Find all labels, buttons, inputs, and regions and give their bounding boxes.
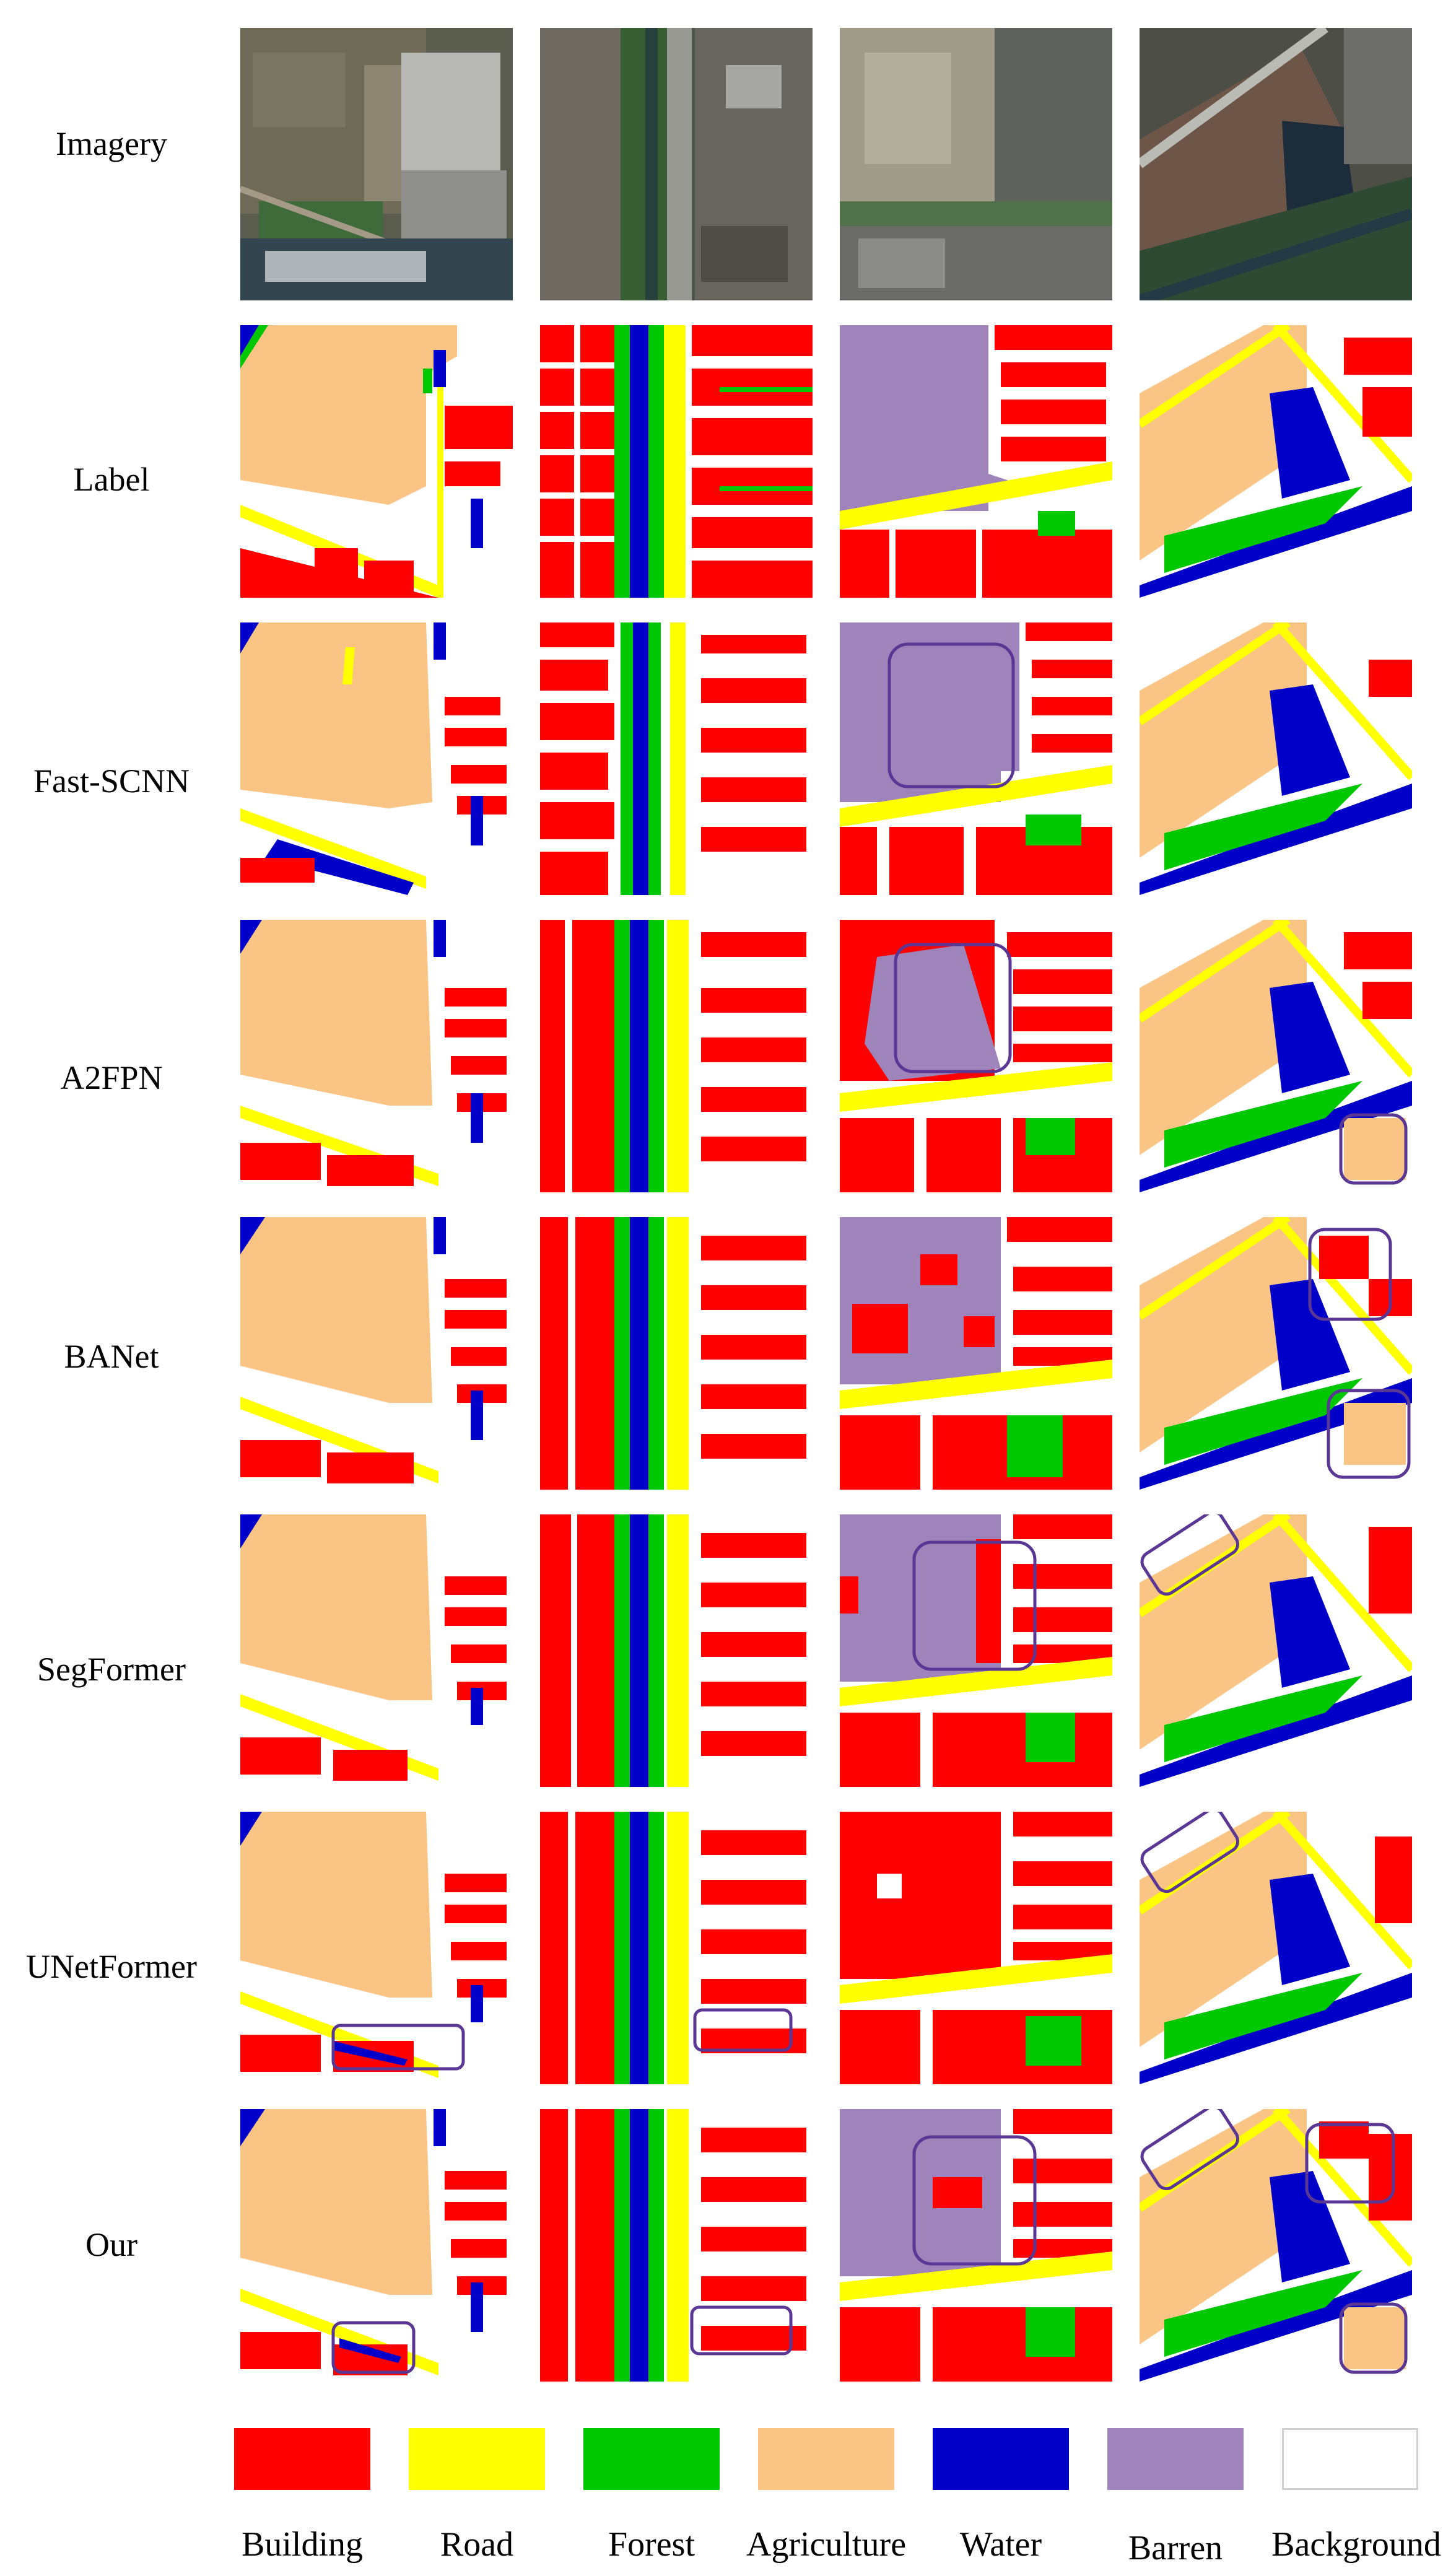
imagery-tile <box>240 28 513 300</box>
prediction-map <box>540 1812 813 2084</box>
highlight-box <box>1140 2109 1239 2191</box>
highlight-box <box>331 2024 465 2071</box>
highlight-box <box>1308 1228 1392 1321</box>
legend-label-forest: Forest <box>608 2525 695 2564</box>
legend-swatch-background <box>1282 2428 1418 2490</box>
prediction-map <box>1140 622 1412 895</box>
imagery-tile <box>540 28 813 300</box>
legend-label-barren: Barren <box>1128 2529 1223 2567</box>
prediction-map <box>1140 920 1412 1192</box>
prediction-map <box>240 1217 513 1490</box>
label-map <box>240 325 513 598</box>
highlight-box <box>693 2008 793 2052</box>
legend-swatch-agriculture <box>758 2428 894 2490</box>
highlight-box <box>1305 2123 1395 2204</box>
prediction-map <box>540 1514 813 1787</box>
prediction-map <box>540 1217 813 1490</box>
prediction-map <box>240 920 513 1192</box>
prediction-map <box>1140 2109 1412 2382</box>
highlight-box <box>1339 1113 1408 1185</box>
prediction-map <box>840 920 1112 1192</box>
prediction-map <box>840 1514 1112 1787</box>
prediction-map <box>540 920 813 1192</box>
prediction-map <box>1140 1514 1412 1787</box>
legend-label-water: Water <box>959 2525 1042 2564</box>
prediction-map <box>540 622 813 895</box>
legend-label-building: Building <box>241 2525 364 2564</box>
row-label-a2fpn: A2FPN <box>60 1059 163 1096</box>
prediction-map <box>240 1812 513 2084</box>
prediction-map <box>240 2109 513 2382</box>
legend-swatch-road <box>409 2428 545 2490</box>
row-label-banet: BANet <box>64 1338 159 1375</box>
prediction-map <box>1140 1217 1412 1490</box>
prediction-map <box>840 2109 1112 2382</box>
legend-swatch-water <box>933 2428 1069 2490</box>
highlight-box <box>1327 1389 1411 1479</box>
row-label-our: Our <box>85 2226 137 2263</box>
prediction-map <box>240 622 513 895</box>
prediction-map <box>840 1217 1112 1490</box>
highlight-box <box>331 2321 416 2374</box>
highlight-box <box>1140 1812 1239 1893</box>
imagery-tile <box>1140 28 1412 300</box>
legend-swatch-barren <box>1107 2428 1244 2490</box>
label-map <box>840 325 1112 598</box>
prediction-map <box>540 2109 813 2382</box>
legend-swatch-forest <box>583 2428 720 2490</box>
label-map <box>1140 325 1412 598</box>
highlight-box <box>690 2305 793 2356</box>
prediction-map <box>240 1514 513 1787</box>
prediction-map <box>840 1812 1112 2084</box>
row-label-segformer: SegFormer <box>37 1651 186 1688</box>
highlight-box <box>912 2135 1037 2266</box>
row-label-imagery: Imagery <box>56 125 167 162</box>
prediction-map <box>840 622 1112 895</box>
prediction-map <box>1140 1812 1412 2084</box>
row-label-fast-scnn: Fast-SCNN <box>33 762 190 800</box>
highlight-box <box>912 1540 1037 1671</box>
highlight-box <box>1339 2302 1408 2374</box>
highlight-box <box>1140 1514 1239 1596</box>
legend-label-background: Background <box>1271 2525 1441 2564</box>
legend-label-agriculture: Agriculture <box>746 2525 907 2564</box>
legend-label-road: Road <box>440 2525 514 2564</box>
row-label-label: Label <box>73 461 150 498</box>
label-map <box>540 325 813 598</box>
imagery-tile <box>840 28 1112 300</box>
highlight-box <box>894 943 1012 1073</box>
highlight-box <box>887 642 1015 788</box>
row-label-unetformer: UNetFormer <box>26 1948 197 1985</box>
legend-swatch-building <box>234 2428 370 2490</box>
